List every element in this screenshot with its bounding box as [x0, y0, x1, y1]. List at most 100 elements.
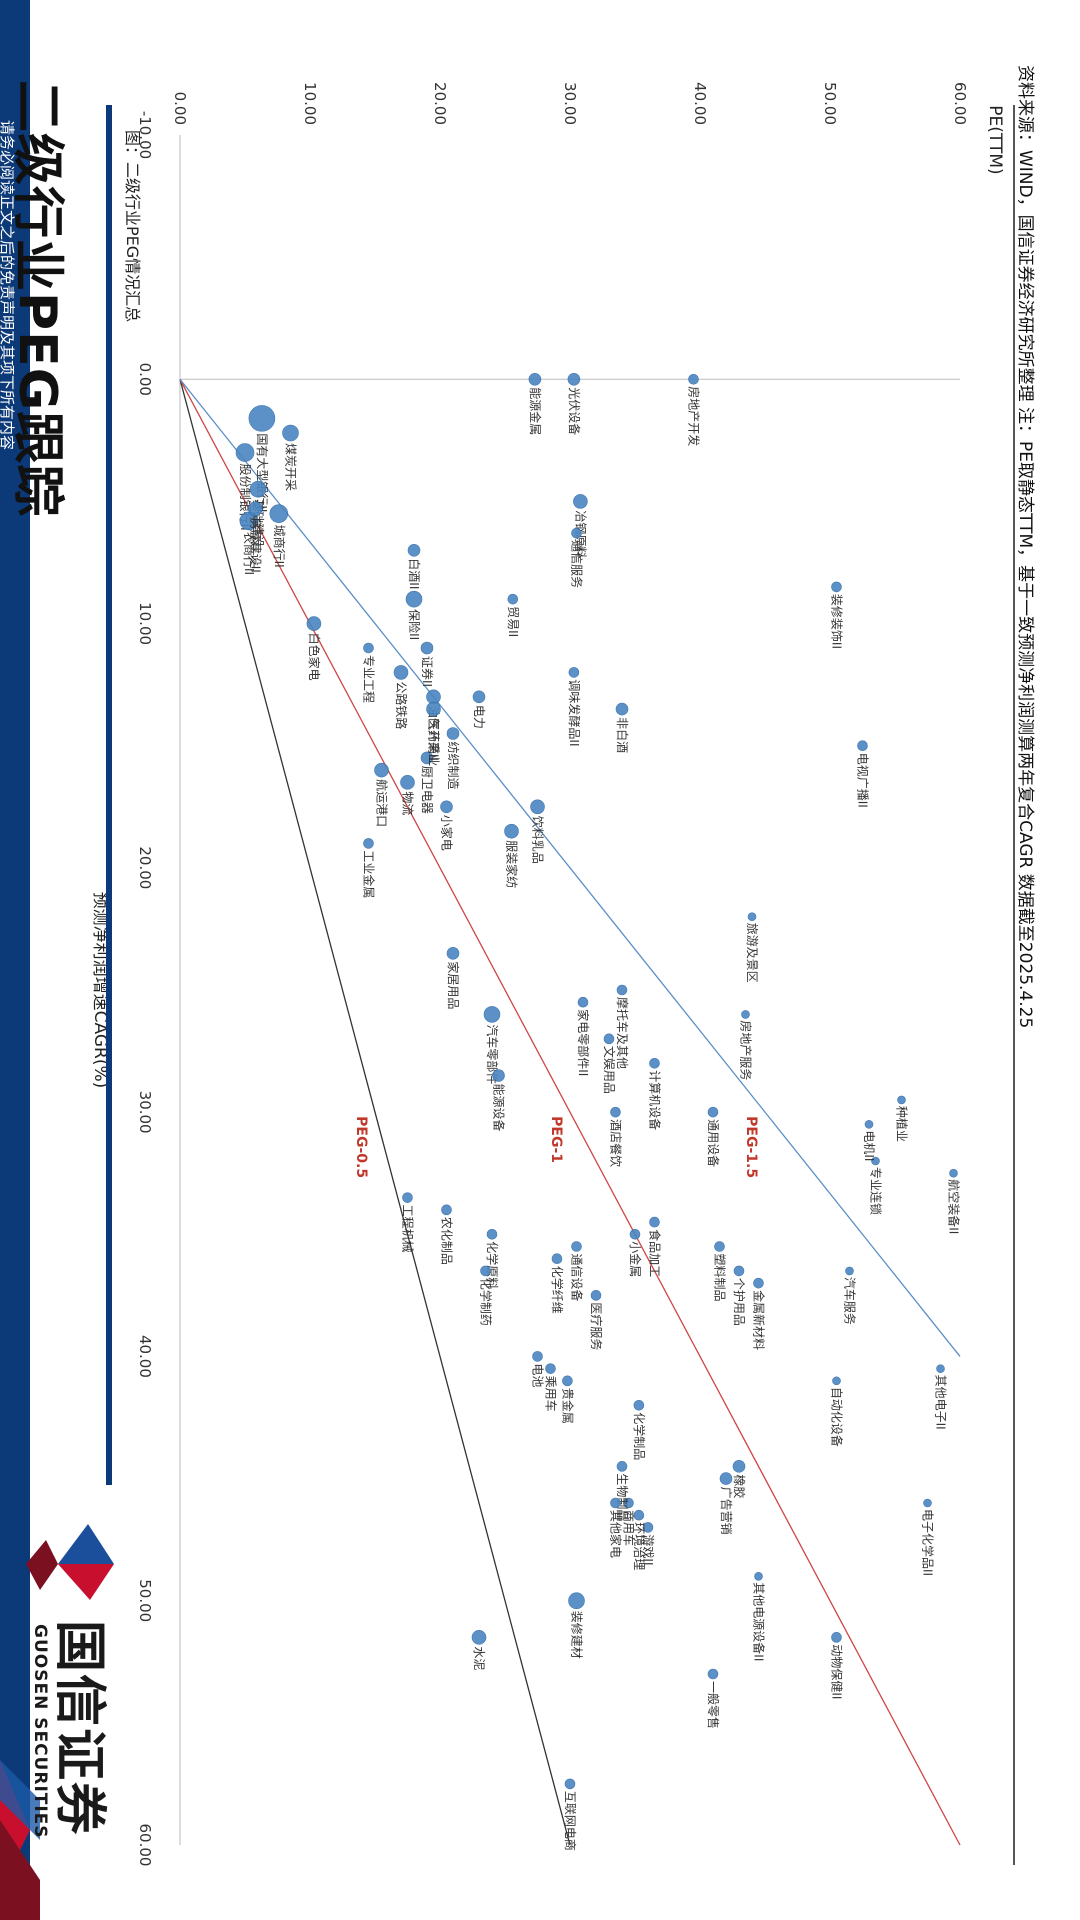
data-point — [571, 1241, 582, 1252]
point-label: 汽车服务 — [843, 1277, 858, 1325]
data-point — [590, 1290, 602, 1301]
data-point — [936, 1364, 945, 1373]
data-point — [471, 1630, 487, 1645]
point-label: 保险II — [407, 609, 422, 640]
data-point — [831, 1632, 842, 1643]
x-tick-label: 60.00 — [136, 1824, 154, 1867]
point-label: 化学制品 — [632, 1412, 647, 1460]
point-label: 小家电 — [440, 815, 455, 851]
point-label: 电力 — [472, 705, 486, 729]
data-point — [249, 480, 267, 498]
data-point — [747, 912, 757, 922]
point-label: 白酒II — [407, 558, 422, 589]
data-point — [492, 1069, 505, 1082]
point-label: 非白酒 — [615, 717, 630, 753]
data-point — [446, 727, 460, 740]
data-point — [420, 751, 434, 765]
point-label: 工程机械 — [401, 1205, 416, 1253]
data-point — [616, 1461, 628, 1472]
point-label: 其他家电 — [609, 1510, 624, 1558]
data-point — [400, 775, 415, 790]
x-tick-label: 10.00 — [136, 602, 154, 645]
point-label: 工业金属 — [362, 850, 377, 898]
point-label: 通信设备 — [570, 1254, 584, 1302]
data-point — [306, 616, 322, 631]
data-point — [405, 590, 423, 608]
point-label: 能源金属 — [528, 387, 543, 435]
data-point — [573, 494, 588, 509]
point-label: 专业工程 — [362, 655, 377, 703]
x-tick-label: 30.00 — [136, 1091, 154, 1134]
point-label: 电子化学品II — [921, 1509, 936, 1576]
point-label: 饮料乳品 — [531, 816, 545, 864]
point-label: 光伏设备 — [567, 387, 581, 435]
point-label: 装修装饰II — [830, 594, 845, 649]
y-tick-label: 50.00 — [821, 82, 839, 125]
point-label: 房屋建设II — [248, 518, 263, 573]
point-label: 房地产开发 — [687, 386, 702, 446]
point-label: 生物制品 — [615, 1473, 629, 1521]
data-point — [753, 1277, 764, 1289]
point-label: 化学制药 — [479, 1278, 494, 1326]
data-point — [374, 762, 389, 778]
point-label: 家电零部件II — [576, 1009, 591, 1076]
data-point — [714, 1241, 725, 1252]
point-label: 其他电子II — [934, 1375, 948, 1430]
data-point — [472, 690, 486, 704]
point-label: 航运港口 — [375, 779, 390, 827]
point-label: 一般零售 — [706, 1681, 721, 1729]
data-point — [707, 1106, 719, 1118]
point-label: 化学纤维 — [550, 1266, 565, 1314]
point-label: 文娱用品 — [602, 1046, 617, 1094]
data-point — [441, 1204, 452, 1216]
point-label: 种植业 — [895, 1106, 910, 1142]
corner-decoration — [0, 1760, 40, 1920]
point-label: 旅游及景区 — [745, 923, 759, 983]
x-axis-label: 预测净利润增速CAGR(%) — [90, 892, 110, 1089]
point-label: 城商行II — [272, 525, 287, 568]
data-point — [551, 1253, 563, 1265]
data-point — [530, 799, 545, 815]
data-point — [269, 504, 289, 523]
data-point — [610, 1106, 621, 1118]
point-label: 食品加工 — [648, 1229, 663, 1277]
data-point — [857, 740, 868, 752]
point-label: 装修建材 — [570, 1611, 585, 1659]
data-point — [642, 1522, 654, 1533]
point-label: 通信服务 — [570, 540, 585, 588]
point-label: 摩托车及其他 — [615, 997, 630, 1069]
peg-line — [179, 379, 571, 1846]
page-title: 二级行业PEG跟踪 — [7, 80, 67, 518]
point-label: 证券II — [420, 656, 435, 687]
data-point — [282, 424, 299, 442]
data-point — [426, 689, 441, 705]
point-label: 橡胶 — [732, 1474, 747, 1498]
data-point — [707, 1668, 719, 1680]
point-label: 煤炭开采 — [284, 443, 298, 491]
guosen-logo: 国信证券 GUOSEN SECURITIES — [22, 1520, 122, 1900]
data-point — [248, 405, 276, 432]
data-point — [504, 823, 519, 839]
point-label: 动物保健II — [830, 1644, 844, 1699]
data-point — [440, 800, 453, 814]
point-label: 小金属 — [628, 1241, 643, 1277]
y-tick-label: 40.00 — [691, 82, 709, 125]
point-label: 能源设备 — [492, 1084, 506, 1132]
point-label: 其他电源设备II — [752, 1582, 766, 1661]
data-point — [564, 1778, 576, 1790]
point-label: 公路铁路 — [394, 681, 409, 729]
data-point — [741, 1010, 750, 1019]
point-label: 电池 — [531, 1363, 545, 1387]
data-point — [532, 1351, 543, 1362]
point-label: 农商行II — [242, 532, 257, 575]
title-rule — [106, 105, 112, 1485]
point-label: 服装家纺 — [505, 840, 520, 888]
data-point — [688, 373, 699, 385]
data-point — [528, 372, 542, 386]
data-point — [649, 1057, 660, 1069]
x-tick-label: 40.00 — [136, 1335, 154, 1378]
data-point — [480, 1265, 491, 1277]
data-point — [845, 1266, 854, 1276]
data-point — [732, 1460, 746, 1473]
point-label: 化学原料 — [485, 1241, 500, 1289]
